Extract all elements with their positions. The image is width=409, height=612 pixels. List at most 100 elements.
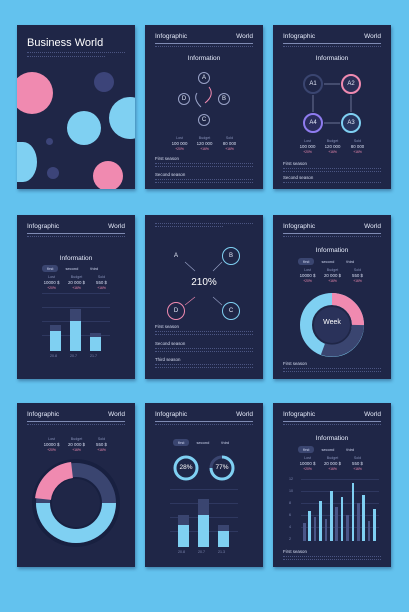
header-right: World (364, 33, 381, 40)
section-heading: First season (283, 161, 307, 166)
bar-cap (50, 325, 61, 331)
tab-third[interactable]: third (346, 259, 355, 264)
stat-value: 100 000 (299, 144, 316, 149)
stat-pct: +16% (72, 286, 81, 290)
text-line (155, 334, 253, 336)
subtitle-line (27, 424, 125, 425)
info-card-many-bars: Infographic World Information first secon… (273, 403, 391, 567)
node-a: A (173, 253, 178, 259)
tab-bar[interactable]: first second third (173, 439, 234, 446)
tab-first[interactable]: first (298, 446, 315, 453)
text-line (155, 331, 253, 333)
info-card-abcd: Infographic World Information A B C D Los… (145, 25, 263, 189)
sky-circle (109, 97, 135, 139)
tab-bar[interactable]: first second third (298, 446, 359, 453)
tab-third[interactable]: third (346, 447, 355, 452)
bar (308, 511, 311, 541)
stat-pct: +16% (97, 448, 106, 452)
info-card-percent: A B C D 210% First season Second season … (145, 215, 263, 379)
stat-label: Lost (304, 268, 311, 272)
stat-value: 10000 $ (43, 280, 60, 285)
card-header: Infographic World (283, 411, 381, 420)
bar (319, 501, 322, 541)
stat-value: 10000 $ (43, 442, 60, 447)
bar (303, 523, 306, 541)
stat-value: 20 000 $ (67, 280, 86, 285)
section-title: Information (187, 55, 221, 62)
node-a4: A4 (303, 113, 323, 133)
bar (178, 525, 189, 547)
bar-cap (198, 499, 209, 515)
bar (351, 483, 355, 541)
stat-label: Lost (304, 139, 311, 143)
header-right: World (364, 223, 381, 230)
tab-second[interactable]: second (65, 266, 79, 271)
navy-dot (46, 138, 53, 145)
header-left: Infographic (155, 33, 188, 40)
tab-first[interactable]: first (42, 265, 59, 272)
info-card-week: Infographic World Information first secon… (273, 215, 391, 379)
tab-bar[interactable]: first second third (298, 258, 359, 265)
tab-first[interactable]: first (298, 258, 315, 265)
subtitle-line (283, 236, 381, 237)
header-line (27, 421, 125, 422)
sky-half-circle (17, 142, 37, 182)
bar-cap (90, 333, 101, 337)
section-title: Information (59, 255, 93, 262)
stat-label: Sold (225, 136, 234, 140)
stat-label: Lost (48, 437, 55, 441)
card-header: Infographic World (283, 33, 381, 42)
header-line (155, 43, 253, 44)
tab-first[interactable]: first (173, 439, 190, 446)
text-line (155, 367, 253, 369)
text-line (283, 171, 381, 173)
info-card-a-nodes: Infographic World Information A1 A2 A4 A3… (273, 25, 391, 189)
navy-circle (94, 72, 114, 92)
stat-value: 550 $ (352, 461, 363, 466)
bar-cap (218, 525, 229, 531)
stat-value: 550 $ (96, 442, 107, 447)
x-tick: 21.3 (218, 550, 225, 554)
tab-third[interactable]: third (90, 266, 99, 271)
stat-pct: +16% (225, 147, 234, 151)
donut-1-label: 28% (179, 464, 193, 471)
subtitle-line (155, 424, 253, 425)
tab-second[interactable]: second (321, 259, 335, 264)
header-left: Infographic (27, 411, 60, 418)
card-header: Infographic World (155, 411, 253, 420)
stat-label: Sold (97, 275, 106, 279)
tab-bar[interactable]: first second third (42, 265, 103, 272)
tab-second[interactable]: second (321, 447, 335, 452)
x-tick: 20.8 (178, 550, 185, 554)
text-line (155, 179, 253, 181)
subtitle-line (155, 223, 253, 224)
section-title: Information (315, 247, 349, 254)
center-percent: 210% (191, 277, 217, 288)
stat-pct: +16% (328, 150, 337, 154)
navy-dot (47, 167, 59, 179)
stat-value: 20 000 $ (67, 442, 86, 447)
node-d: D (167, 302, 185, 320)
y-tick: 2 (289, 537, 291, 541)
header-right: World (108, 411, 125, 418)
header-right: World (236, 33, 253, 40)
node-b: B (218, 93, 230, 105)
tab-second[interactable]: second (196, 440, 210, 445)
text-line (283, 182, 381, 184)
text-line (283, 168, 381, 170)
bar (218, 531, 229, 547)
week-label: Week (323, 319, 341, 326)
card-header: Infographic World (27, 223, 125, 232)
text-line (155, 182, 253, 184)
stat-label: Sold (353, 139, 362, 143)
section-heading: First season (283, 361, 307, 366)
tab-third[interactable]: third (221, 440, 230, 445)
info-card-bars: Infographic World Information first secon… (17, 215, 135, 379)
stat-pct: +16% (353, 150, 362, 154)
stat-pct: +20% (303, 279, 312, 283)
header-line (283, 421, 381, 422)
section-title: Information (315, 55, 349, 62)
stat-value: 20 000 $ (323, 461, 342, 466)
stat-label: Sold (353, 268, 362, 272)
text-line (283, 368, 381, 370)
